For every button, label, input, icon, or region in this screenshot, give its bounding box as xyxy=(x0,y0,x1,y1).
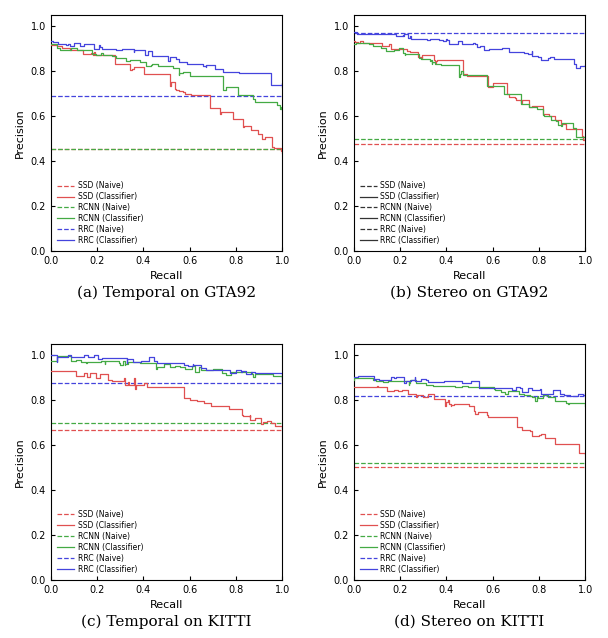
Legend: SSD (Naive), SSD (Classifier), RCNN (Naive), RCNN (Classifier), RRC (Naive), RRC: SSD (Naive), SSD (Classifier), RCNN (Nai… xyxy=(55,179,145,247)
X-axis label: Recall: Recall xyxy=(150,271,184,281)
Text: (b) Stereo on GTA92: (b) Stereo on GTA92 xyxy=(390,286,548,300)
Y-axis label: Precision: Precision xyxy=(15,108,25,158)
Legend: SSD (Naive), SSD (Classifier), RCNN (Naive), RCNN (Classifier), RRC (Naive), RRC: SSD (Naive), SSD (Classifier), RCNN (Nai… xyxy=(358,508,448,576)
Y-axis label: Precision: Precision xyxy=(15,437,25,487)
X-axis label: Recall: Recall xyxy=(453,600,486,610)
Text: (c) Temporal on KITTI: (c) Temporal on KITTI xyxy=(81,615,252,629)
X-axis label: Recall: Recall xyxy=(453,271,486,281)
X-axis label: Recall: Recall xyxy=(150,600,184,610)
Y-axis label: Precision: Precision xyxy=(318,437,328,487)
Text: (a) Temporal on GTA92: (a) Temporal on GTA92 xyxy=(77,286,256,300)
Y-axis label: Precision: Precision xyxy=(318,108,328,158)
Legend: SSD (Naive), SSD (Classifier), RCNN (Naive), RCNN (Classifier), RRC (Naive), RRC: SSD (Naive), SSD (Classifier), RCNN (Nai… xyxy=(358,179,448,247)
Legend: SSD (Naive), SSD (Classifier), RCNN (Naive), RCNN (Classifier), RRC (Naive), RRC: SSD (Naive), SSD (Classifier), RCNN (Nai… xyxy=(55,508,145,576)
Text: (d) Stereo on KITTI: (d) Stereo on KITTI xyxy=(395,615,545,629)
